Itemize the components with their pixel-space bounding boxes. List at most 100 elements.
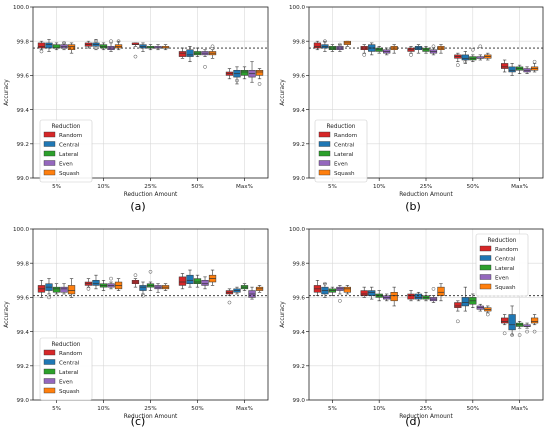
legend-label-random: Random [59, 133, 82, 139]
box-body [240, 70, 249, 76]
x-tick-label: 50% [191, 184, 203, 190]
panel-label: (b) [405, 200, 421, 213]
legend-label-random: Random [59, 351, 82, 357]
box-even-0 [336, 285, 344, 303]
legend-label-lateral: Lateral [59, 152, 79, 158]
box-central-4 [233, 286, 241, 295]
box-body [60, 286, 68, 293]
outlier-point [525, 329, 529, 334]
box-lateral-2 [422, 46, 430, 54]
box-body [255, 70, 264, 76]
box-body [501, 317, 509, 324]
box-random-4 [501, 59, 509, 73]
legend-label-even: Even [59, 379, 73, 385]
y-tick-label: 99.8 [17, 261, 30, 267]
legend-label-central: Central [59, 360, 80, 366]
box-central-4 [233, 66, 241, 85]
outlier-point [210, 44, 215, 49]
outlier-point [455, 319, 460, 324]
box-squash-3 [484, 52, 492, 61]
outlier-point [510, 333, 514, 337]
box-body [45, 42, 53, 49]
box-central-1 [368, 42, 376, 56]
legend-swatch-random [43, 349, 56, 356]
box-lateral-3 [469, 293, 477, 308]
outlier-point [133, 54, 138, 59]
box-random-1 [84, 40, 93, 49]
legend: Reduction Random Central Lateral Even Squash [39, 119, 93, 183]
y-tick-label: 99.0 [293, 398, 306, 404]
box-lateral-4 [515, 64, 524, 74]
box-central-3 [461, 51, 469, 64]
box-central-0 [321, 281, 329, 298]
y-tick-label: 99.0 [293, 176, 306, 182]
y-tick-label: 99.8 [293, 39, 306, 45]
box-body [461, 297, 469, 307]
box-squash-0 [343, 40, 351, 47]
legend-swatch-central [43, 141, 56, 147]
box-even-3 [476, 44, 484, 61]
box-squash-0 [67, 42, 76, 54]
legend-label-even: Even [59, 161, 73, 167]
x-tick-label: 5% [52, 406, 61, 412]
box-random-2 [131, 273, 140, 288]
x-tick-label: Max% [236, 406, 253, 412]
box-even-4 [523, 322, 531, 334]
box-lateral-1 [375, 290, 383, 302]
y-tick-label: 99.6 [17, 74, 30, 80]
box-body [178, 276, 187, 286]
box-lateral-4 [515, 321, 524, 337]
panel-label: (c) [131, 415, 146, 428]
box-random-4 [225, 68, 234, 80]
y-tick-label: 99.2 [17, 364, 29, 370]
box-even-4 [248, 286, 256, 300]
y-tick-label: 99.4 [293, 330, 306, 336]
box-even-2 [154, 283, 162, 293]
box-central-1 [92, 274, 100, 290]
outlier-point [470, 47, 475, 52]
legend-label-lateral: Lateral [495, 266, 515, 272]
outlier-point [532, 59, 537, 64]
y-tick-label: 100.0 [289, 5, 305, 11]
box-even-3 [201, 49, 209, 69]
box-lateral-2 [146, 269, 155, 291]
x-tick-label: 10% [373, 184, 385, 190]
box-central-1 [368, 286, 376, 300]
y-tick-label: 99.0 [17, 398, 30, 404]
y-tick-label: 99.8 [17, 39, 30, 45]
legend-swatch-lateral [43, 150, 56, 157]
legend-label-squash: Squash [59, 171, 80, 177]
x-tick-label: 5% [328, 184, 337, 190]
x-tick-label: 50% [467, 184, 479, 190]
box-central-0 [45, 278, 53, 300]
legend-swatch-even [43, 378, 56, 384]
outlier-point [116, 39, 121, 44]
legend-label-central: Central [495, 256, 516, 262]
box-squash-1 [390, 286, 398, 307]
box-random-1 [360, 286, 368, 298]
legend-title: Reduction [52, 124, 81, 130]
legend-title: Reduction [488, 238, 517, 244]
outlier-point [409, 53, 413, 57]
y-tick-label: 99.6 [17, 296, 30, 302]
y-tick-label: 99.0 [17, 176, 30, 182]
legend-swatch-random [318, 131, 331, 138]
box-lateral-3 [193, 274, 202, 288]
box-lateral-3 [469, 47, 477, 63]
box-central-0 [321, 39, 329, 52]
y-axis-label: Accuracy [280, 79, 286, 106]
box-body [414, 293, 423, 300]
outlier-point [47, 295, 51, 300]
box-body [186, 49, 194, 57]
box-body [186, 274, 194, 284]
legend: Reduction Random Central Lateral Even Squash [314, 119, 368, 183]
legend-label-lateral: Lateral [334, 152, 354, 158]
box-central-2 [139, 281, 147, 298]
legend-swatch-lateral [479, 264, 492, 271]
y-tick-label: 99.8 [293, 261, 306, 267]
legend-swatch-lateral [43, 368, 56, 375]
outlier-point [109, 276, 113, 281]
box-body [52, 44, 61, 49]
x-tick-label: 25% [144, 406, 156, 412]
x-tick-label: 10% [97, 406, 109, 412]
